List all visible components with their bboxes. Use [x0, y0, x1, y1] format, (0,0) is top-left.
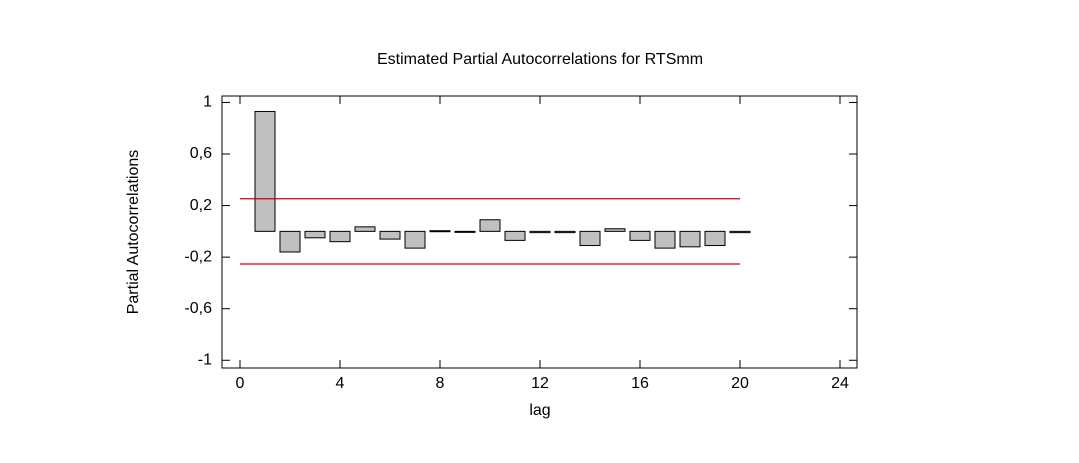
- bar: [654, 230, 676, 249]
- bar: [354, 226, 376, 232]
- x-tick-label: 24: [831, 375, 849, 392]
- bar: [579, 230, 601, 247]
- y-axis-label: Partial Autocorrelations: [125, 150, 142, 315]
- y-tick-label: 0,2: [190, 197, 212, 214]
- x-tick-label: 12: [531, 375, 549, 392]
- bar: [729, 230, 751, 234]
- bar: [279, 230, 301, 253]
- y-tick-label: 1: [203, 94, 212, 111]
- bar: [254, 110, 276, 232]
- y-tick-label: -1: [198, 351, 212, 368]
- x-tick-label: 4: [336, 375, 345, 392]
- bar: [629, 230, 651, 241]
- bar: [679, 230, 701, 248]
- bar: [504, 230, 526, 241]
- y-tick-label: 0,6: [190, 145, 212, 162]
- chart-title: Estimated Partial Autocorrelations for R…: [377, 51, 703, 68]
- y-tick-label: -0,6: [184, 300, 212, 317]
- bar: [379, 230, 401, 240]
- x-tick-label: 0: [236, 375, 245, 392]
- x-tick-label: 8: [436, 375, 445, 392]
- bar: [329, 230, 351, 243]
- y-tick-label: -0,2: [184, 248, 212, 265]
- bar: [479, 219, 501, 232]
- x-axis-label: lag: [529, 402, 550, 419]
- bar: [454, 230, 476, 233]
- bar: [304, 230, 326, 239]
- bar: [404, 230, 426, 249]
- bar: [704, 230, 726, 247]
- x-tick-label: 20: [731, 375, 749, 392]
- bar: [554, 230, 576, 234]
- bar: [529, 230, 551, 234]
- x-tick-label: 16: [631, 375, 649, 392]
- bar: [429, 230, 451, 233]
- bar: [604, 228, 626, 232]
